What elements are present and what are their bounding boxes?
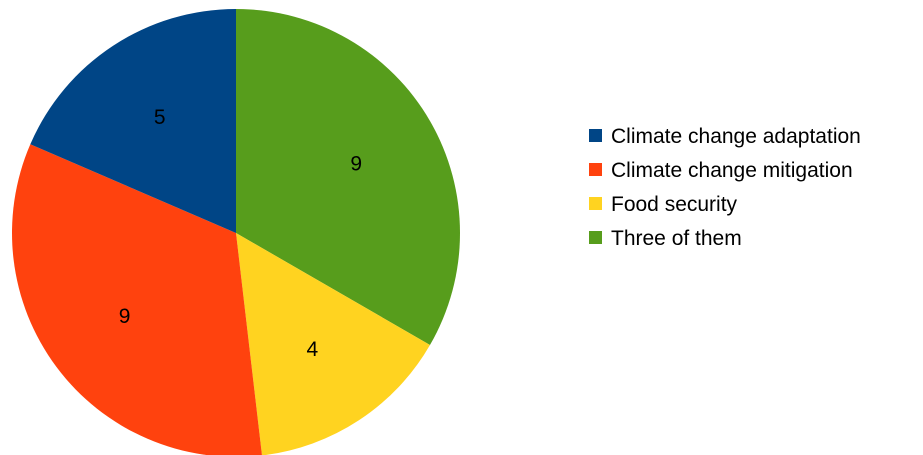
legend-swatch (589, 163, 602, 176)
legend-item: Climate change adaptation (589, 125, 861, 148)
legend-item: Food security (589, 193, 738, 216)
pie-slices (12, 9, 460, 455)
legend-label: Climate change mitigation (611, 159, 853, 182)
chart-legend: Climate change adaptation Climate change … (589, 125, 861, 250)
legend-swatch (589, 197, 602, 210)
pie-slice-climate-change-mitigation (12, 144, 262, 455)
pie-slice-three-of-them (236, 9, 460, 345)
pie-slice-value-label: 9 (350, 153, 362, 176)
legend-label: Food security (611, 193, 738, 216)
pie-slice-value-label: 4 (306, 338, 318, 361)
pie-slice-labels: 9 4 9 5 (119, 106, 362, 361)
legend-label: Three of them (611, 227, 742, 250)
pie-slice-climate-change-adaptation (30, 9, 236, 233)
legend-label: Climate change adaptation (611, 125, 861, 148)
legend-swatch (589, 129, 602, 142)
pie-slice-value-label: 5 (154, 106, 166, 129)
pie-slice-food-security (236, 233, 430, 455)
legend-item: Three of them (589, 227, 742, 250)
legend-swatch (589, 231, 602, 244)
pie-slice-value-label: 9 (119, 305, 131, 328)
legend-item: Climate change mitigation (589, 159, 853, 182)
